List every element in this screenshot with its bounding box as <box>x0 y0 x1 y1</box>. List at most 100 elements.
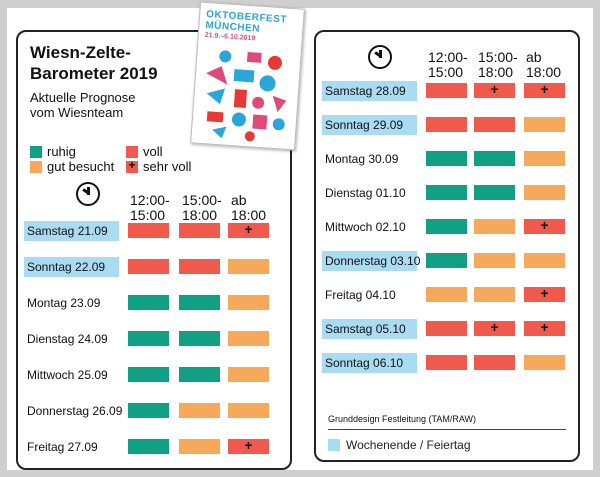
footnote-label: Wochenende / Feiertag <box>346 438 471 452</box>
forecast-cell-voll <box>128 259 169 274</box>
day-label: Dienstag 01.10 <box>325 186 406 200</box>
slot-3-start: ab <box>526 49 542 65</box>
forecast-cell-sehr-voll: + <box>228 437 269 454</box>
slot-2-start: 15:00- <box>182 192 222 208</box>
forecast-cell-ruhig <box>426 151 467 166</box>
day-label: Montag 30.09 <box>325 152 399 166</box>
forecast-cell-sehr-voll: + <box>524 81 565 98</box>
legend-voll: voll <box>126 144 163 159</box>
plus-icon: + <box>490 81 499 97</box>
title-line-2: Barometer 2019 <box>30 64 158 83</box>
plus-icon: + <box>128 157 136 172</box>
plus-icon: + <box>540 319 549 335</box>
forecast-cell-gut <box>524 185 565 200</box>
plus-icon: + <box>540 285 549 301</box>
day-label: Dienstag 24.09 <box>27 332 108 346</box>
sehr-voll-swatch: + <box>126 157 138 173</box>
legend-gut-besucht: gut besucht <box>30 159 114 174</box>
forecast-cell-sehr-voll: + <box>524 217 565 234</box>
forecast-cell-gut <box>524 151 565 166</box>
subtitle-line-1: Aktuelle Prognose <box>30 90 136 105</box>
forecast-cell-ruhig <box>179 295 220 310</box>
forecast-cell-voll <box>426 83 467 98</box>
plus-icon: + <box>540 217 549 233</box>
day-label: Donnerstag 26.09 <box>27 404 123 418</box>
poster-artwork <box>206 50 287 142</box>
day-label: Montag 23.09 <box>27 296 101 310</box>
forecast-cell-gut <box>228 295 269 310</box>
plus-icon: + <box>540 81 549 97</box>
clock-icon <box>76 182 100 206</box>
forecast-cell-gut <box>524 117 565 132</box>
voll-swatch <box>126 145 138 158</box>
forecast-cell-gut <box>524 253 565 268</box>
day-label: Sonntag 06.10 <box>322 353 417 373</box>
forecast-cell-sehr-voll: + <box>524 285 565 302</box>
forecast-cell-sehr-voll: + <box>228 221 269 238</box>
forecast-cell-gut <box>228 331 269 346</box>
plus-icon: + <box>244 221 253 237</box>
legend-gut-besucht-label: gut besucht <box>47 159 115 174</box>
day-label: Freitag 04.10 <box>325 288 396 302</box>
forecast-cell-ruhig <box>128 295 169 310</box>
slot-2-start: 15:00- <box>478 49 518 65</box>
legend-sehr-voll: + sehr voll <box>126 157 191 174</box>
plus-icon: + <box>244 437 253 453</box>
forecast-cell-voll <box>426 117 467 132</box>
day-label: Mittwoch 25.09 <box>27 368 108 382</box>
subtitle-line-2: vom Wiesnteam <box>30 105 124 120</box>
day-label: Sonntag 29.09 <box>322 115 417 135</box>
forecast-cell-gut <box>474 253 515 268</box>
forecast-cell-gut <box>228 259 269 274</box>
forecast-cell-gut <box>474 287 515 302</box>
forecast-cell-voll <box>474 355 515 370</box>
day-label: Sonntag 22.09 <box>24 257 119 277</box>
forecast-cell-ruhig <box>474 151 515 166</box>
forecast-cell-ruhig <box>426 185 467 200</box>
slot-2-end: 18:00 <box>478 64 514 80</box>
forecast-cell-gut <box>228 367 269 382</box>
slot-2-end: 18:00 <box>182 207 218 223</box>
oktoberfest-poster: OKTOBERFEST MÜNCHEN 21.9.–6.10.2019 <box>190 1 305 151</box>
slot-3-end: 18:00 <box>526 64 562 80</box>
forecast-cell-voll <box>426 355 467 370</box>
day-label: Samstag 28.09 <box>322 81 417 101</box>
day-label: Mittwoch 02.10 <box>325 220 406 234</box>
ruhig-swatch <box>30 145 42 158</box>
title-line-1: Wiesn-Zelte- <box>30 43 131 62</box>
gut-besucht-swatch <box>30 160 42 173</box>
forecast-cell-gut <box>179 403 220 418</box>
forecast-cell-ruhig <box>179 367 220 382</box>
day-label: Samstag 21.09 <box>24 221 119 241</box>
forecast-cell-ruhig <box>128 331 169 346</box>
day-label: Freitag 27.09 <box>27 440 98 454</box>
legend-ruhig-label: ruhig <box>47 144 76 159</box>
forecast-cell-ruhig <box>426 253 467 268</box>
forecast-cell-ruhig <box>128 367 169 382</box>
forecast-cell-gut <box>426 287 467 302</box>
slot-1-end: 15:00 <box>428 64 464 80</box>
slot-1-start: 12:00- <box>428 49 468 65</box>
slot-3-start: ab <box>231 192 247 208</box>
forecast-cell-voll <box>474 117 515 132</box>
legend-voll-label: voll <box>143 144 163 159</box>
forecast-cell-gut <box>474 219 515 234</box>
forecast-cell-voll <box>426 321 467 336</box>
forecast-cell-sehr-voll: + <box>524 319 565 336</box>
forecast-cell-sehr-voll: + <box>474 319 515 336</box>
design-credit: Grunddesign Festleitung (TAM/RAW) <box>328 414 477 424</box>
forecast-cell-voll <box>179 259 220 274</box>
day-label: Samstag 05.10 <box>322 319 417 339</box>
forecast-cell-ruhig <box>128 403 169 418</box>
slot-1-end: 15:00 <box>130 207 166 223</box>
forecast-cell-sehr-voll: + <box>474 81 515 98</box>
forecast-cell-ruhig <box>426 219 467 234</box>
slot-1-start: 12:00- <box>130 192 170 208</box>
weekend-swatch <box>328 439 340 451</box>
forecast-cell-ruhig <box>128 439 169 454</box>
forecast-cell-gut <box>228 403 269 418</box>
day-label: Donnerstag 03.10 <box>322 251 420 271</box>
forecast-cell-ruhig <box>474 185 515 200</box>
divider <box>328 429 566 430</box>
forecast-cell-gut <box>524 355 565 370</box>
